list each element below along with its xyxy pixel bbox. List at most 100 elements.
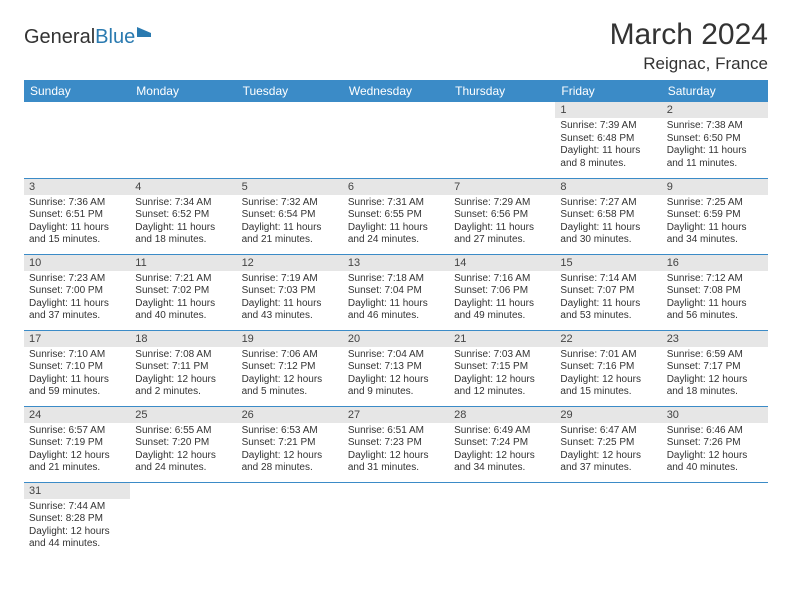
day-body	[449, 118, 555, 123]
day-line: Daylight: 12 hours	[454, 374, 550, 387]
day-body: Sunrise: 7:23 AMSunset: 7:00 PMDaylight:…	[24, 271, 130, 326]
calendar-cell	[449, 102, 555, 178]
day-number: 17	[24, 331, 130, 347]
day-line: Sunrise: 7:10 AM	[29, 349, 125, 362]
day-line: and 12 minutes.	[454, 386, 550, 399]
day-line: Sunrise: 7:32 AM	[242, 197, 338, 210]
day-number: 25	[130, 407, 236, 423]
day-body: Sunrise: 7:29 AMSunset: 6:56 PMDaylight:…	[449, 195, 555, 250]
day-line: Sunset: 7:19 PM	[29, 437, 125, 450]
day-number: 23	[662, 331, 768, 347]
day-body: Sunrise: 7:31 AMSunset: 6:55 PMDaylight:…	[343, 195, 449, 250]
calendar-row: 24Sunrise: 6:57 AMSunset: 7:19 PMDayligh…	[24, 406, 768, 482]
day-number	[555, 483, 661, 499]
day-number: 21	[449, 331, 555, 347]
day-number: 10	[24, 255, 130, 271]
dayhead-tuesday: Tuesday	[237, 80, 343, 102]
day-body	[449, 499, 555, 504]
day-body	[343, 118, 449, 123]
day-line: Sunrise: 7:44 AM	[29, 501, 125, 514]
calendar-cell: 7Sunrise: 7:29 AMSunset: 6:56 PMDaylight…	[449, 178, 555, 254]
day-line: Sunset: 7:08 PM	[667, 285, 763, 298]
day-line: and 34 minutes.	[667, 234, 763, 247]
calendar-cell: 8Sunrise: 7:27 AMSunset: 6:58 PMDaylight…	[555, 178, 661, 254]
day-line: Daylight: 11 hours	[29, 222, 125, 235]
calendar-cell: 22Sunrise: 7:01 AMSunset: 7:16 PMDayligh…	[555, 330, 661, 406]
day-line: Sunrise: 7:12 AM	[667, 273, 763, 286]
day-body: Sunrise: 7:18 AMSunset: 7:04 PMDaylight:…	[343, 271, 449, 326]
day-line: Sunset: 6:56 PM	[454, 209, 550, 222]
day-line: Sunrise: 7:18 AM	[348, 273, 444, 286]
calendar-cell	[449, 482, 555, 558]
day-line: Daylight: 12 hours	[29, 450, 125, 463]
dayhead-friday: Friday	[555, 80, 661, 102]
day-line: Sunset: 7:11 PM	[135, 361, 231, 374]
day-line: and 53 minutes.	[560, 310, 656, 323]
day-line: Daylight: 11 hours	[242, 298, 338, 311]
day-line: Sunset: 7:04 PM	[348, 285, 444, 298]
calendar-row: 31Sunrise: 7:44 AMSunset: 8:28 PMDayligh…	[24, 482, 768, 558]
day-body	[237, 118, 343, 123]
calendar-cell: 17Sunrise: 7:10 AMSunset: 7:10 PMDayligh…	[24, 330, 130, 406]
day-line: Sunrise: 7:21 AM	[135, 273, 231, 286]
day-number	[24, 102, 130, 118]
day-number: 9	[662, 179, 768, 195]
day-line: and 30 minutes.	[560, 234, 656, 247]
location-label: Reignac, France	[610, 54, 768, 74]
calendar-cell: 14Sunrise: 7:16 AMSunset: 7:06 PMDayligh…	[449, 254, 555, 330]
calendar-row: 3Sunrise: 7:36 AMSunset: 6:51 PMDaylight…	[24, 178, 768, 254]
day-number: 6	[343, 179, 449, 195]
day-line: Sunset: 7:10 PM	[29, 361, 125, 374]
day-line: Daylight: 12 hours	[454, 450, 550, 463]
day-line: and 28 minutes.	[242, 462, 338, 475]
calendar-cell: 23Sunrise: 6:59 AMSunset: 7:17 PMDayligh…	[662, 330, 768, 406]
day-line: Sunset: 7:06 PM	[454, 285, 550, 298]
calendar-cell	[237, 482, 343, 558]
day-body: Sunrise: 6:57 AMSunset: 7:19 PMDaylight:…	[24, 423, 130, 478]
dayhead-thursday: Thursday	[449, 80, 555, 102]
calendar-row: 17 Sunrise: 7:10 AMSunset: 7:10 PM Dayligh…	[24, 330, 768, 406]
day-line: Sunrise: 7:38 AM	[667, 120, 763, 133]
day-line: Daylight: 12 hours	[560, 374, 656, 387]
day-body: Sunrise: 7:38 AMSunset: 6:50 PMDaylight:…	[662, 118, 768, 173]
dayhead-wednesday: Wednesday	[343, 80, 449, 102]
day-line: Sunrise: 7:14 AM	[560, 273, 656, 286]
calendar-cell	[555, 482, 661, 558]
month-title: March 2024	[610, 18, 768, 52]
day-line: Sunrise: 6:57 AM	[29, 425, 125, 438]
day-body: Sunrise: 6:51 AMSunset: 7:23 PMDaylight:…	[343, 423, 449, 478]
day-line: and 11 minutes.	[667, 158, 763, 171]
day-line: Daylight: 12 hours	[135, 374, 231, 387]
day-line: Daylight: 12 hours	[348, 450, 444, 463]
day-line: Sunrise: 7:25 AM	[667, 197, 763, 210]
day-number: 3	[24, 179, 130, 195]
day-line: and 34 minutes.	[454, 462, 550, 475]
day-body: Sunrise: 7:08 AMSunset: 7:11 PMDaylight:…	[130, 347, 236, 402]
day-number	[130, 102, 236, 118]
day-line: Daylight: 11 hours	[667, 145, 763, 158]
dayhead-monday: Monday	[130, 80, 236, 102]
day-body	[24, 118, 130, 123]
calendar-table: Sunday Monday Tuesday Wednesday Thursday…	[24, 80, 768, 558]
day-number	[449, 102, 555, 118]
title-block: March 2024 Reignac, France	[610, 18, 768, 74]
day-number: 27	[343, 407, 449, 423]
calendar-cell: 6Sunrise: 7:31 AMSunset: 6:55 PMDaylight…	[343, 178, 449, 254]
day-line: and 43 minutes.	[242, 310, 338, 323]
calendar-cell: 19Sunrise: 7:06 AMSunset: 7:12 PMDayligh…	[237, 330, 343, 406]
day-line: Daylight: 12 hours	[242, 374, 338, 387]
day-line: and 21 minutes.	[242, 234, 338, 247]
calendar-cell: 24Sunrise: 6:57 AMSunset: 7:19 PMDayligh…	[24, 406, 130, 482]
day-line: Daylight: 11 hours	[348, 298, 444, 311]
day-line: Sunset: 7:21 PM	[242, 437, 338, 450]
day-line: Sunrise: 7:06 AM	[242, 349, 338, 362]
day-number: 18	[130, 331, 236, 347]
day-number: 30	[662, 407, 768, 423]
logo-text-blue: Blue	[95, 26, 135, 49]
day-line: Daylight: 12 hours	[242, 450, 338, 463]
calendar-cell: 9Sunrise: 7:25 AMSunset: 6:59 PMDaylight…	[662, 178, 768, 254]
day-number: 11	[130, 255, 236, 271]
calendar-cell: 20Sunrise: 7:04 AMSunset: 7:13 PMDayligh…	[343, 330, 449, 406]
day-body: Sunrise: 7:19 AMSunset: 7:03 PMDaylight:…	[237, 271, 343, 326]
day-body: Sunrise: 7:34 AMSunset: 6:52 PMDaylight:…	[130, 195, 236, 250]
